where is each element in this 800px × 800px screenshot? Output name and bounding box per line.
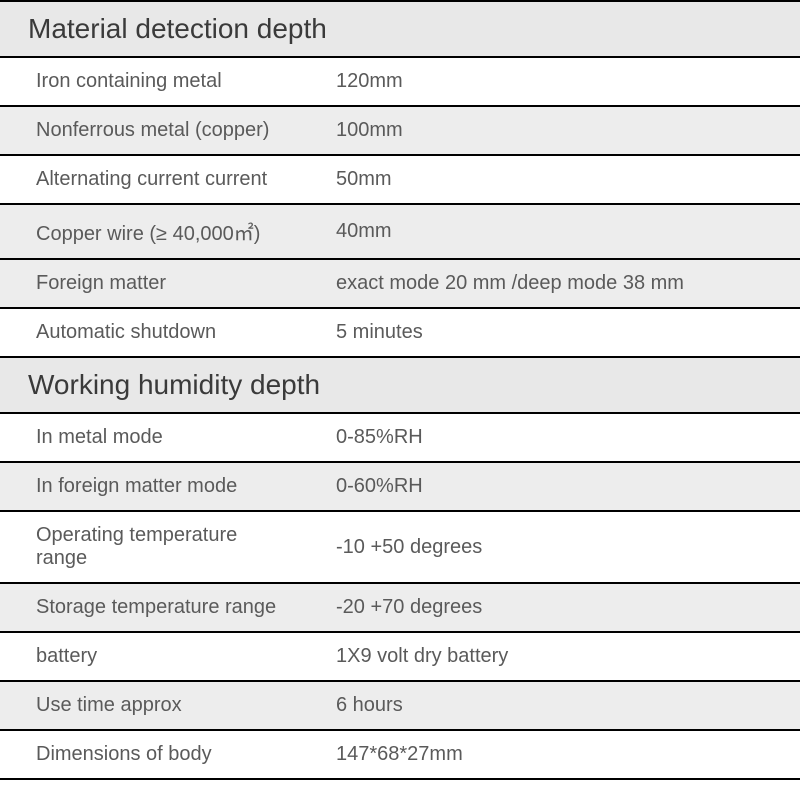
table-row: Automatic shutdown5 minutes [0, 308, 800, 357]
row-label: Storage temperature range [0, 583, 300, 632]
row-label: Automatic shutdown [0, 308, 300, 357]
spec-table-body: Material detection depthIron containing … [0, 1, 800, 779]
table-row: In metal mode0-85%RH [0, 413, 800, 462]
row-value: 100mm [300, 106, 800, 155]
table-row: Storage temperature range-20 +70 degrees [0, 583, 800, 632]
section-title: Material detection depth [0, 1, 800, 57]
section-title: Working humidity depth [0, 357, 800, 413]
table-row: Alternating current current50mm [0, 155, 800, 204]
row-value: 50mm [300, 155, 800, 204]
row-label: battery [0, 632, 300, 681]
row-label: Nonferrous metal (copper) [0, 106, 300, 155]
table-row: Iron containing metal120mm [0, 57, 800, 106]
row-value: 6 hours [300, 681, 800, 730]
row-label: Iron containing metal [0, 57, 300, 106]
row-value: -10 +50 degrees [300, 511, 800, 583]
row-label: In metal mode [0, 413, 300, 462]
row-label: Dimensions of body [0, 730, 300, 779]
table-row: Foreign matterexact mode 20 mm /deep mod… [0, 259, 800, 308]
row-label: Alternating current current [0, 155, 300, 204]
row-value: 5 minutes [300, 308, 800, 357]
row-label: Operating temperature range [0, 511, 300, 583]
table-row: Nonferrous metal (copper)100mm [0, 106, 800, 155]
row-label: Foreign matter [0, 259, 300, 308]
row-value: 0-60%RH [300, 462, 800, 511]
table-row: In foreign matter mode0-60%RH [0, 462, 800, 511]
table-row: Copper wire (≥ 40,000㎡)40mm [0, 204, 800, 259]
row-value: -20 +70 degrees [300, 583, 800, 632]
row-value: 40mm [300, 204, 800, 259]
row-label: In foreign matter mode [0, 462, 300, 511]
row-value: 1X9 volt dry battery [300, 632, 800, 681]
section-header: Working humidity depth [0, 357, 800, 413]
row-value: 0-85%RH [300, 413, 800, 462]
table-row: Operating temperature range-10 +50 degre… [0, 511, 800, 583]
row-value: 147*68*27mm [300, 730, 800, 779]
section-header: Material detection depth [0, 1, 800, 57]
table-row: battery1X9 volt dry battery [0, 632, 800, 681]
spec-table: Material detection depthIron containing … [0, 0, 800, 780]
row-label: Use time approx [0, 681, 300, 730]
row-value: exact mode 20 mm /deep mode 38 mm [300, 259, 800, 308]
table-row: Dimensions of body147*68*27mm [0, 730, 800, 779]
table-row: Use time approx6 hours [0, 681, 800, 730]
row-label: Copper wire (≥ 40,000㎡) [0, 204, 300, 259]
row-value: 120mm [300, 57, 800, 106]
